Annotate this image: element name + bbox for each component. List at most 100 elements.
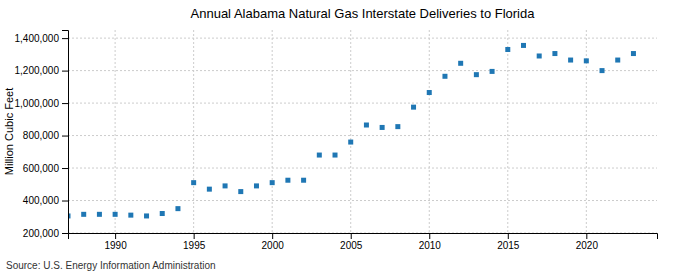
tick-label: 1,000,000: [15, 98, 60, 109]
source: Source: U.S. Energy Information Administ…: [6, 260, 216, 271]
tick-mark: [351, 233, 352, 239]
tick-mark: [194, 233, 195, 239]
x-axis: 1990 1995 2000 2005 2010 2015 2020: [69, 233, 658, 251]
point: [175, 206, 180, 211]
tick-label: 800,000: [23, 130, 60, 141]
tick: 2015: [497, 233, 520, 251]
point: [537, 53, 542, 58]
point: [144, 213, 149, 218]
grid-line: [68, 70, 657, 71]
chart: 1990 1995 2000 2005 2010 2015 2020 200,000 400,0…: [0, 0, 675, 275]
point: [285, 178, 290, 183]
point: [270, 180, 275, 185]
grid-line: [507, 30, 508, 233]
grid-line: [68, 38, 657, 39]
tick-label: 1,200,000: [15, 65, 60, 76]
point: [442, 74, 447, 79]
axis-line: [62, 31, 69, 234]
point: [474, 72, 479, 77]
tick-mark: [508, 233, 509, 239]
points: [68, 43, 636, 219]
tick: 1990: [104, 233, 127, 251]
grid-line: [115, 30, 116, 233]
grid-line: [68, 168, 657, 169]
tick-mark: [62, 201, 68, 202]
point: [631, 51, 636, 56]
tick-label: 2020: [576, 240, 599, 251]
tick: 600,000: [23, 163, 68, 174]
axis-line: [69, 234, 658, 240]
point: [301, 178, 306, 183]
tick-label: 400,000: [23, 195, 60, 206]
point: [552, 51, 557, 56]
tick-label: 200,000: [23, 228, 60, 239]
y-axis: 200,000 400,000 600,000 800,000 1,000,000 1,2…: [15, 31, 69, 239]
grid-line: [272, 30, 273, 233]
point: [333, 153, 338, 158]
point: [81, 212, 86, 217]
tick-label: 1,400,000: [15, 33, 60, 44]
tick: 1,200,000: [15, 65, 69, 76]
tick: 1,400,000: [15, 33, 69, 44]
point: [97, 212, 102, 217]
tick-mark: [62, 136, 68, 137]
point: [317, 153, 322, 158]
tick-mark: [62, 103, 68, 104]
title: Annual Alabama Natural Gas Interstate De…: [191, 6, 536, 21]
tick-label: 2015: [497, 240, 520, 251]
tick-mark: [429, 233, 430, 239]
tick: 2020: [576, 233, 599, 251]
tick-mark: [115, 233, 116, 239]
point: [458, 61, 463, 66]
tick: 800,000: [23, 130, 68, 141]
grid: [68, 30, 657, 233]
point: [505, 47, 510, 52]
tick: 200,000: [23, 228, 68, 239]
tick-label: 600,000: [23, 163, 60, 174]
point: [191, 180, 196, 185]
point: [364, 123, 369, 128]
grid-line: [68, 135, 657, 136]
tick: 1,000,000: [15, 98, 69, 109]
point: [254, 183, 259, 188]
tick-mark: [272, 233, 273, 239]
tick-label: 2000: [262, 240, 285, 251]
point: [411, 105, 416, 110]
tick: 2005: [340, 233, 363, 251]
grid-line: [350, 30, 351, 233]
tick-mark: [62, 71, 68, 72]
tick: 2010: [419, 233, 442, 251]
tick: 2000: [262, 233, 285, 251]
y-axis-title: Million Cubic Feet: [3, 88, 15, 175]
point: [427, 90, 432, 95]
point: [600, 68, 605, 73]
plot: 1990 1995 2000 2005 2010 2015 2020 200,000 400,0…: [15, 30, 658, 251]
tick-label: 2005: [340, 240, 363, 251]
tick-mark: [586, 233, 587, 239]
point: [348, 140, 353, 145]
tick-mark: [62, 233, 68, 234]
tick-label: 2010: [419, 240, 442, 251]
point: [490, 69, 495, 74]
grid-line: [193, 30, 194, 233]
tick: 400,000: [23, 195, 68, 206]
point: [113, 212, 118, 217]
point: [223, 183, 228, 188]
grid-line: [68, 200, 657, 201]
point: [207, 187, 212, 192]
tick-mark: [62, 168, 68, 169]
point: [521, 43, 526, 48]
point: [615, 58, 620, 63]
grid-line: [429, 30, 430, 233]
grid-line: [68, 103, 657, 104]
tick-label: 1995: [183, 240, 206, 251]
tick-mark: [62, 38, 68, 39]
point: [128, 213, 133, 218]
point: [568, 58, 573, 63]
tick-label: 1990: [104, 240, 127, 251]
point: [238, 189, 243, 194]
point: [380, 125, 385, 130]
point: [160, 211, 165, 216]
point: [395, 124, 400, 129]
tick: 1995: [183, 233, 206, 251]
